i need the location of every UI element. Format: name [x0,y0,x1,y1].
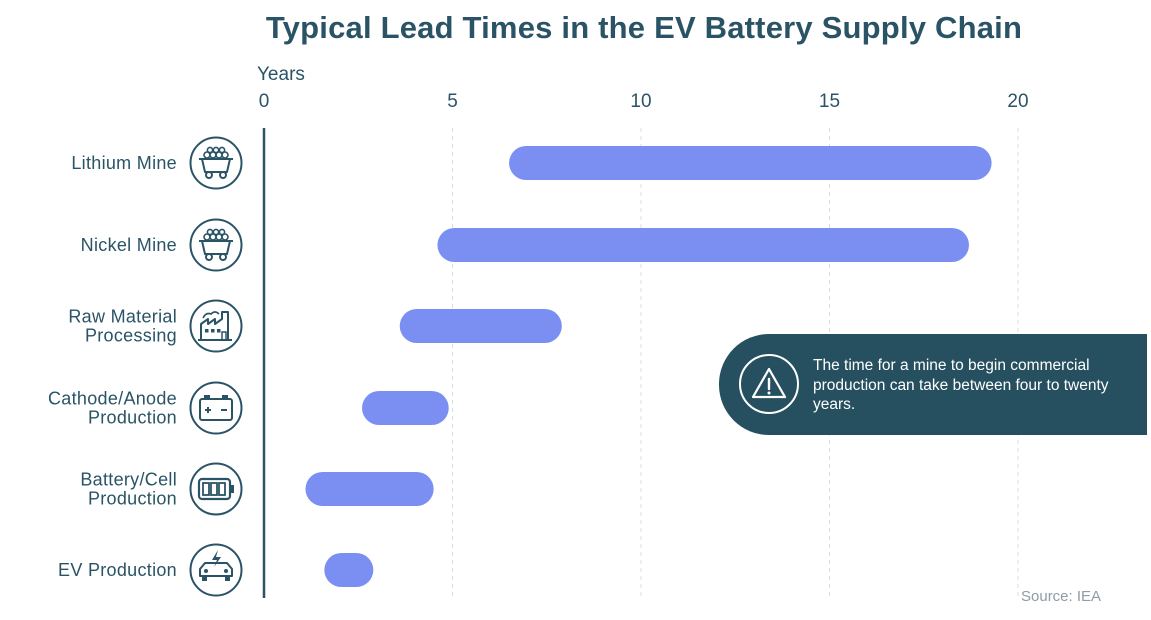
category-label: Lithium Mine [71,153,177,173]
mine-cart-icon [189,136,243,190]
category-label: Battery/Cell [80,470,177,490]
source-note: Source: IEA [1021,588,1102,605]
bar [509,146,992,180]
x-tick-label: 0 [259,91,270,112]
x-tick-label: 5 [447,91,458,112]
electric-car-icon [189,543,243,597]
x-axis-ticks: 0 5 10 15 20 [259,91,1029,112]
category-label: Cathode/Anode [48,389,177,409]
warning-icon [739,354,799,414]
category-label: Processing [85,326,177,346]
bar [437,228,969,262]
category-icons [189,136,243,597]
bar [324,553,374,587]
x-tick-label: 10 [630,91,651,112]
bar [305,472,434,506]
category-label: Nickel Mine [81,235,177,255]
battery-cell-icon [189,462,243,516]
callout-box: The time for a mine to begin commercial … [719,334,1147,435]
category-label: Production [88,408,177,428]
category-label: Production [88,489,177,509]
x-tick-label: 15 [819,91,840,112]
category-label: Raw Material [68,307,177,327]
callout-text: The time for a mine to begin commercial … [813,357,1109,413]
chart-title: Typical Lead Times in the EV Battery Sup… [265,10,1023,45]
car-battery-icon [189,381,243,435]
category-labels: Lithium Mine Nickel Mine Raw MaterialProce… [48,153,177,580]
mine-cart-icon [189,218,243,272]
bars [305,146,992,587]
x-tick-label: 20 [1007,91,1028,112]
bar [362,391,449,425]
bar [399,309,562,343]
x-axis-label: Years [257,64,305,85]
factory-icon [189,299,243,353]
category-label: EV Production [58,560,177,580]
